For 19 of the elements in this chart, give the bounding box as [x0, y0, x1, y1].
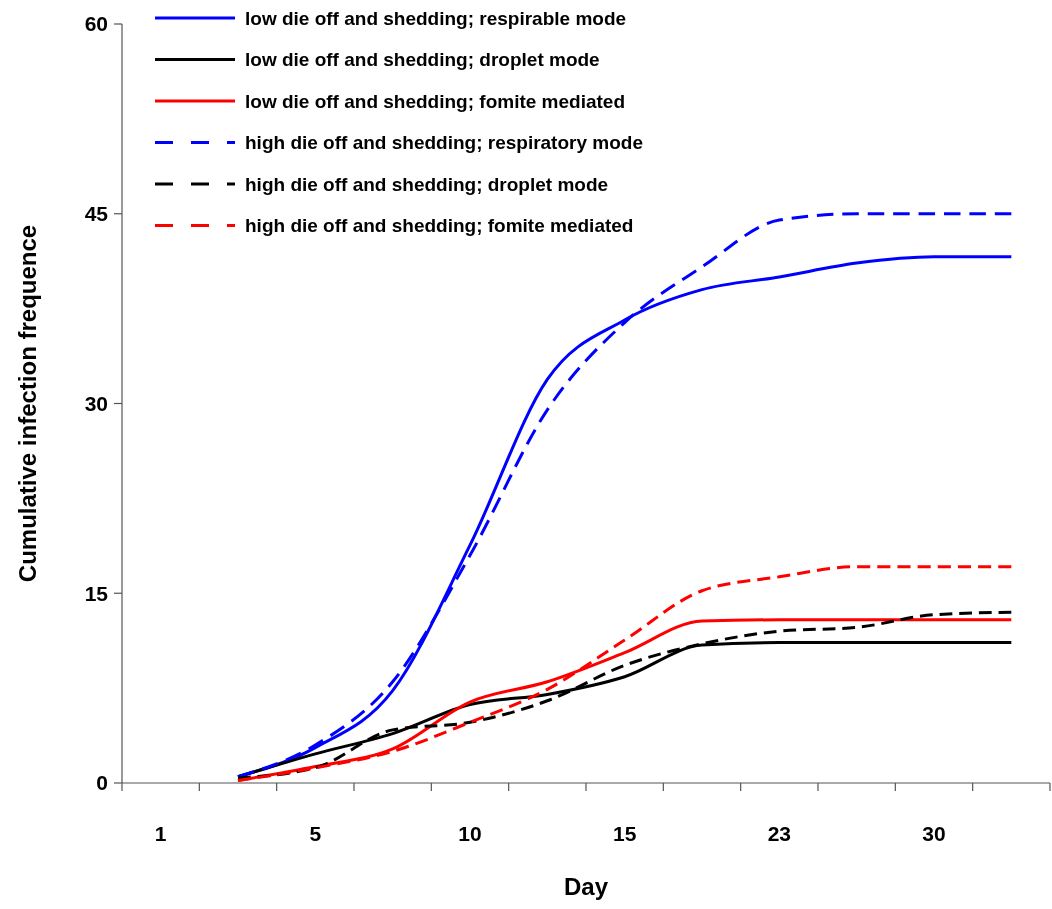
x-axis-title: Day [563, 873, 609, 900]
y-tick-label: 15 [84, 581, 109, 605]
x-tick-label: 1 [154, 822, 167, 845]
y-tick-label: 30 [84, 391, 108, 415]
legend-label: high die off and shedding; droplet mode [245, 173, 609, 195]
x-tick-label: 15 [612, 822, 637, 845]
y-axis-title: Cumulative infection frequence [14, 224, 41, 583]
x-tick-label: 30 [922, 822, 946, 845]
legend-label: high die off and shedding; respiratory mode [245, 132, 643, 154]
legend-label: low die off and shedding; respirable mode [245, 7, 627, 29]
legend-label: low die off and shedding; fomite mediated [245, 90, 626, 112]
x-tick-label: 5 [309, 822, 322, 845]
x-tick-label: 10 [458, 822, 482, 845]
legend-label: high die off and shedding; fomite mediated [245, 215, 634, 237]
y-tick-label: 45 [84, 202, 109, 226]
legend-label: low die off and shedding; droplet mode [245, 49, 600, 71]
y-tick-label: 0 [96, 771, 108, 795]
x-tick-label: 23 [767, 822, 792, 845]
y-tick-label: 60 [84, 12, 108, 36]
